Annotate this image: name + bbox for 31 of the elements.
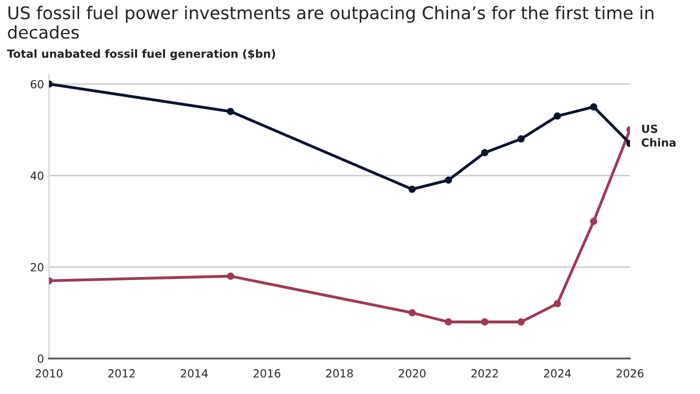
point: [444, 318, 452, 326]
y-tick-label: 60: [30, 80, 44, 88]
point: [554, 300, 562, 308]
point: [481, 318, 488, 326]
point: [554, 112, 562, 120]
series-label: US: [642, 124, 658, 133]
y-tick-label: 0: [38, 354, 44, 363]
x-tick-label: 2016: [254, 369, 280, 378]
chart-subtitle: Total unabated fossil fuel generation ($bn): [7, 49, 276, 60]
x-tick-label: 2014: [180, 369, 208, 378]
x-tick-label: 2022: [471, 369, 498, 378]
x-tick-label: 2020: [398, 369, 426, 378]
point: [226, 108, 234, 116]
y-tick-label: 20: [30, 263, 44, 272]
x-tick-label: 2024: [544, 369, 571, 378]
point: [517, 135, 525, 143]
point: [408, 186, 416, 193]
point: [408, 309, 416, 316]
y-tick-label: 40: [30, 171, 44, 180]
series-label: China: [642, 138, 676, 147]
x-tick-label: 2010: [36, 369, 62, 378]
point: [590, 218, 598, 225]
point: [517, 318, 525, 326]
x-tick-label: 2026: [616, 369, 644, 378]
x-tick-label: 2018: [326, 369, 353, 378]
chart-title: US fossil fuel power investments are outpacing China’s for the first time in decades: [8, 6, 654, 39]
point: [481, 149, 488, 156]
x-tick-label: 2012: [108, 369, 135, 378]
point: [444, 176, 452, 184]
point: [226, 272, 234, 280]
point: [590, 103, 598, 111]
